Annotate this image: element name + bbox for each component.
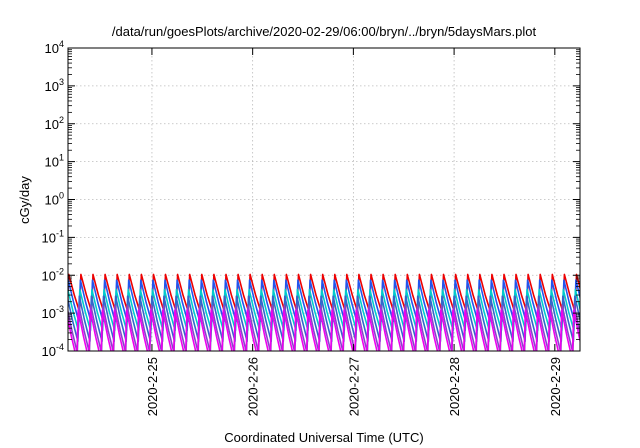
x-axis-ticks: 2020-2-25 2020-2-26 2020-2-27 2020-2-28 2020… bbox=[145, 48, 563, 416]
y-tick-base: 10 bbox=[45, 117, 59, 132]
y-tick-base: 10 bbox=[42, 344, 56, 359]
y-tick-label: 10-1 bbox=[42, 228, 64, 245]
y-tick-exponent: -1 bbox=[56, 228, 64, 238]
chart-title: /data/run/goesPlots/archive/2020-02-29/0… bbox=[112, 24, 537, 39]
y-tick-base: 10 bbox=[45, 155, 59, 170]
series-line bbox=[68, 288, 580, 332]
x-tick-label: 2020-2-25 bbox=[145, 357, 160, 416]
data-series bbox=[68, 273, 580, 351]
y-tick-label: 100 bbox=[45, 191, 64, 208]
y-tick-exponent: -2 bbox=[56, 266, 64, 276]
y-tick-base: 10 bbox=[45, 41, 59, 56]
y-tick-exponent: 2 bbox=[59, 115, 64, 125]
y-tick-base: 10 bbox=[45, 79, 59, 94]
y-tick-base: 10 bbox=[42, 268, 56, 283]
y-tick-label: 103 bbox=[45, 77, 64, 94]
series-line bbox=[68, 295, 580, 343]
series-line bbox=[68, 273, 580, 313]
y-tick-label: 10-4 bbox=[42, 342, 64, 359]
y-tick-label: 104 bbox=[45, 39, 64, 56]
y-axis-label: cGy/day bbox=[17, 176, 32, 224]
y-tick-label: 10-2 bbox=[42, 266, 64, 283]
y-tick-exponent: 1 bbox=[59, 153, 64, 163]
y-tick-base: 10 bbox=[42, 306, 56, 321]
x-tick-label: 2020-2-26 bbox=[246, 357, 261, 416]
y-tick-exponent: -3 bbox=[56, 304, 64, 314]
x-tick-label: 2020-2-29 bbox=[548, 357, 563, 416]
series-line bbox=[68, 279, 580, 323]
series-line bbox=[68, 304, 580, 351]
series-line bbox=[68, 309, 580, 351]
y-tick-exponent: 3 bbox=[59, 77, 64, 87]
x-axis-label: Coordinated Universal Time (UTC) bbox=[224, 430, 423, 445]
y-tick-exponent: -4 bbox=[56, 342, 64, 352]
x-tick-label: 2020-2-28 bbox=[447, 357, 462, 416]
x-tick-label: 2020-2-27 bbox=[346, 357, 361, 416]
y-tick-base: 10 bbox=[42, 230, 56, 245]
y-tick-exponent: 4 bbox=[59, 39, 64, 49]
y-tick-label: 101 bbox=[45, 153, 64, 170]
y-tick-exponent: 0 bbox=[59, 191, 64, 201]
y-tick-base: 10 bbox=[45, 193, 59, 208]
y-tick-label: 102 bbox=[45, 115, 64, 132]
y-tick-label: 10-3 bbox=[42, 304, 64, 321]
